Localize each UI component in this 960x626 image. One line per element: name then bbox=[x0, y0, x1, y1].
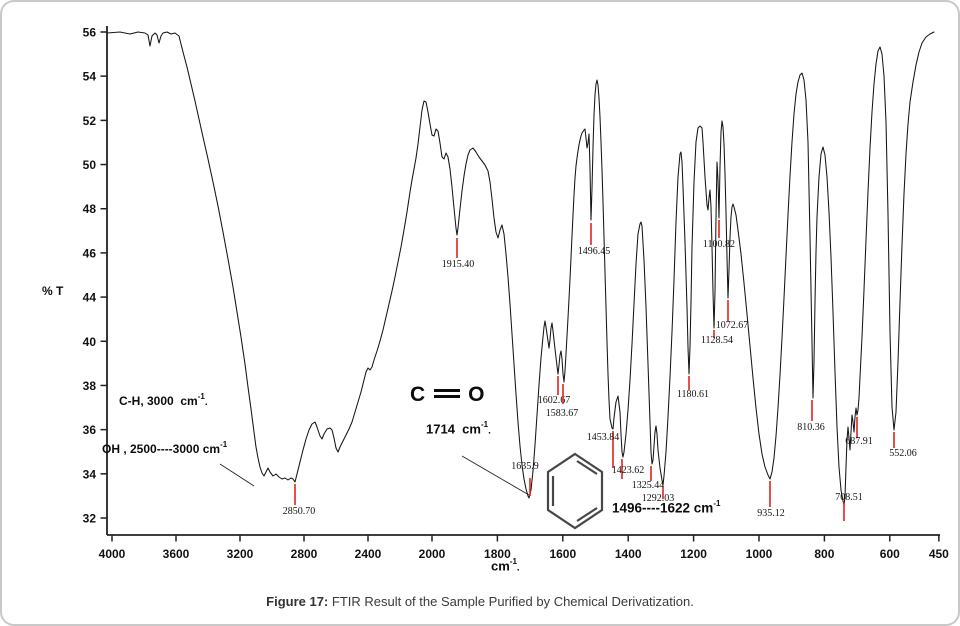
peak-label: 1325.44 bbox=[632, 480, 665, 491]
x-tick-label: 2800 bbox=[291, 547, 318, 561]
peak-label: 1423.62 bbox=[612, 465, 645, 476]
peak-label: 552.06 bbox=[889, 448, 917, 459]
benzene-ring-icon bbox=[546, 452, 604, 530]
double-bond-icon bbox=[434, 389, 461, 398]
x-tick-label: 1600 bbox=[549, 547, 576, 561]
annotation-carbonyl-o: O bbox=[468, 383, 486, 406]
peak-label: 810.36 bbox=[797, 422, 825, 433]
peak-label: 1915.40 bbox=[442, 259, 475, 270]
y-tick-label: 50 bbox=[83, 158, 97, 172]
annotation-1714: 1714 cm-1. bbox=[426, 420, 491, 437]
annotation-range-text: 1496----1622 cm bbox=[612, 500, 714, 516]
figure-caption: Figure 17: FTIR Result of the Sample Pur… bbox=[2, 594, 958, 609]
y-tick-label: 46 bbox=[83, 246, 97, 260]
x-axis-title: cm-1. bbox=[491, 557, 520, 574]
peak-label: 935.12 bbox=[757, 508, 785, 519]
y-tick-label: 54 bbox=[83, 70, 97, 84]
annotation-ch-3000: C-H, 3000 cm-1. bbox=[119, 392, 208, 408]
annotation-1714-sup: -1 bbox=[480, 420, 489, 429]
x-tick-label: 1200 bbox=[680, 547, 707, 561]
x-tick-label: 1000 bbox=[746, 547, 773, 561]
peak-label: 1583.67 bbox=[546, 408, 579, 419]
x-tick-label: 3200 bbox=[227, 547, 254, 561]
peak-label: 2850.70 bbox=[283, 506, 316, 517]
x-axis-title-text: cm bbox=[491, 558, 510, 574]
peak-label: 1453.84 bbox=[587, 432, 620, 443]
y-tick-label: 40 bbox=[83, 335, 97, 349]
y-tick-label: 32 bbox=[83, 512, 97, 526]
x-axis-title-sup: -1 bbox=[509, 557, 517, 566]
figure-caption-prefix: Figure 17: bbox=[266, 594, 329, 609]
peak-label: 1072.67 bbox=[716, 320, 749, 331]
annotation-ch-dot: . bbox=[204, 397, 208, 408]
peak-label: 1602.67 bbox=[538, 395, 571, 406]
x-tick-label: 1400 bbox=[615, 547, 642, 561]
annotation-leader-line bbox=[461, 455, 530, 496]
annotation-leader-line bbox=[219, 463, 255, 487]
y-tick-label: 56 bbox=[83, 26, 97, 40]
peak-label: 1180.61 bbox=[677, 389, 709, 400]
annotation-1714-text: 1714 cm bbox=[426, 421, 481, 437]
peak-label: 1496.45 bbox=[578, 246, 611, 257]
x-axis-title-dot: . bbox=[516, 562, 520, 574]
y-tick-label: 34 bbox=[83, 467, 97, 481]
y-tick-label: 36 bbox=[83, 423, 97, 437]
annotation-range-1496-1622: 1496----1622 cm-1 bbox=[612, 499, 721, 516]
y-tick-label: 52 bbox=[83, 114, 97, 128]
x-tick-label: 450 bbox=[929, 547, 949, 561]
peak-label: 1292.03 bbox=[642, 493, 675, 504]
ftir-spectrum-chart: 56 54 52 50 48 46 44 40 38 36 34 32 4000 3600 3200 2800… bbox=[83, 26, 950, 562]
peak-label: 1128.54 bbox=[701, 335, 733, 346]
y-tick-label: 38 bbox=[83, 379, 97, 393]
figure-caption-text: FTIR Result of the Sample Purified by Ch… bbox=[328, 594, 694, 609]
x-tick-label: 2400 bbox=[355, 547, 382, 561]
x-tick-label: 4000 bbox=[99, 547, 126, 561]
peak-label: 1635.9 bbox=[511, 461, 539, 472]
x-tick-label: 2000 bbox=[419, 547, 446, 561]
peak-label: 708.51 bbox=[835, 492, 863, 503]
x-tick-label: 1800 bbox=[484, 547, 511, 561]
annotation-carbonyl-c: C bbox=[410, 383, 427, 406]
y-tick-label: 44 bbox=[83, 291, 97, 305]
annotation-oh-text: OH , 2500----3000 cm bbox=[102, 442, 221, 456]
x-tick-label: 3600 bbox=[163, 547, 190, 561]
annotation-ch-text: C-H, 3000 cm bbox=[119, 394, 198, 408]
y-axis-title: % T bbox=[42, 284, 64, 298]
annotation-oh-sup: -1 bbox=[220, 440, 228, 449]
annotation-ch-sup: -1 bbox=[197, 392, 205, 401]
spectrum-trace bbox=[106, 31, 935, 506]
peak-label: 1100.82 bbox=[703, 239, 735, 250]
annotation-1714-dot: . bbox=[488, 425, 491, 437]
x-tick-label: 800 bbox=[814, 547, 834, 561]
annotation-oh-2500-3000: OH , 2500----3000 cm-1 bbox=[102, 440, 228, 456]
peak-label: 687.91 bbox=[845, 436, 873, 447]
x-tick-label: 600 bbox=[880, 547, 900, 561]
annotation-range-sup: -1 bbox=[713, 499, 721, 508]
y-tick-label: 48 bbox=[83, 202, 97, 216]
